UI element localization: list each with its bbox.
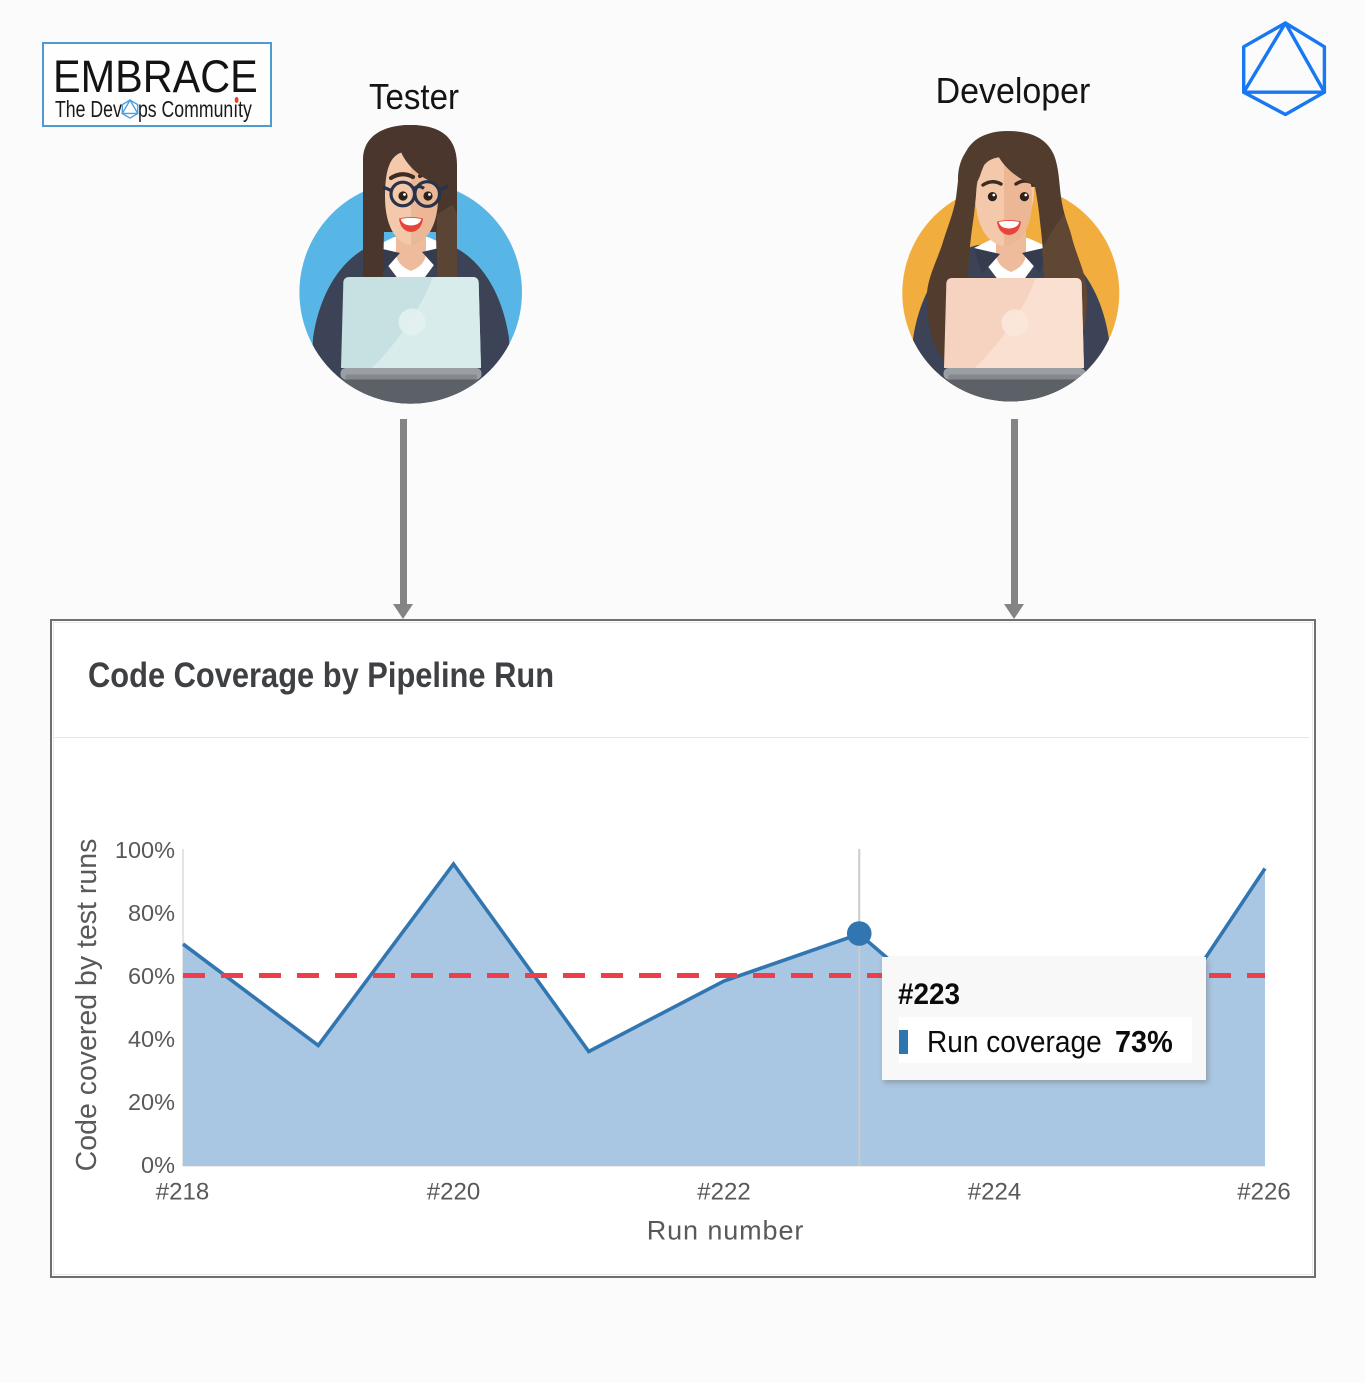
svg-text:80%: 80%	[128, 900, 175, 926]
svg-text:#226: #226	[1237, 1179, 1290, 1206]
svg-text:20%: 20%	[128, 1089, 175, 1115]
svg-text:#220: #220	[427, 1179, 480, 1206]
svg-text:#222: #222	[697, 1179, 750, 1206]
svg-text:Run number: Run number	[647, 1216, 805, 1246]
svg-text:#218: #218	[156, 1179, 209, 1206]
svg-text:Code covered by test runs: Code covered by test runs	[71, 839, 103, 1172]
svg-text:100%: 100%	[115, 837, 175, 863]
svg-text:60%: 60%	[128, 963, 175, 989]
svg-text:#224: #224	[968, 1179, 1021, 1206]
svg-text:40%: 40%	[128, 1026, 175, 1052]
svg-text:0%: 0%	[141, 1152, 175, 1178]
